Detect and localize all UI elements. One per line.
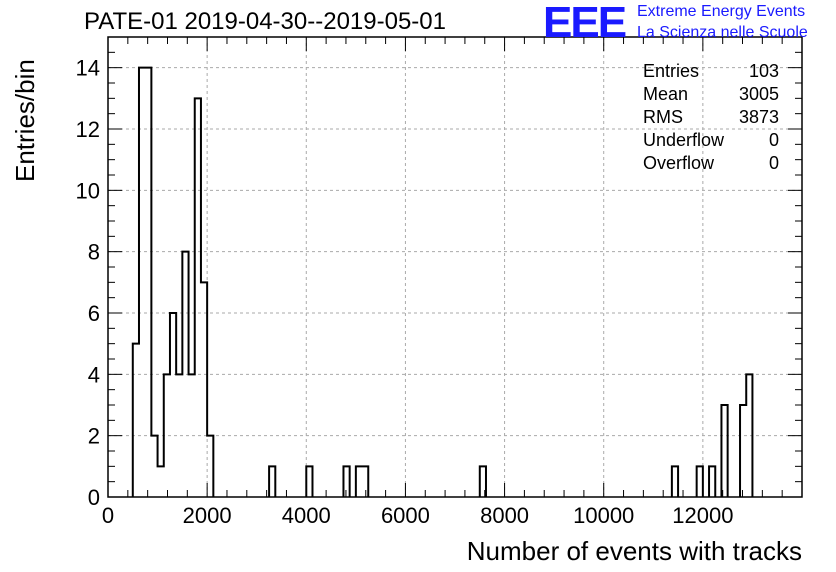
histogram-bin bbox=[201, 282, 207, 497]
x-tick-label: 0 bbox=[102, 503, 114, 528]
y-tick-label: 10 bbox=[76, 178, 100, 203]
histogram-bin bbox=[182, 252, 188, 497]
x-axis-label: Number of events with tracks bbox=[466, 536, 802, 566]
histogram-bin bbox=[170, 313, 176, 497]
x-tick-label: 2000 bbox=[183, 503, 232, 528]
logo-line-1: Extreme Energy Events bbox=[637, 3, 806, 20]
histogram-bin bbox=[151, 436, 157, 497]
histogram-bin bbox=[343, 466, 349, 497]
x-tick-label: 4000 bbox=[282, 503, 331, 528]
histogram-bin bbox=[195, 98, 201, 497]
y-tick-label: 6 bbox=[88, 301, 100, 326]
histogram-bin bbox=[133, 344, 139, 497]
stat-row-underflow: Underflow 0 bbox=[643, 129, 779, 152]
logo-line-2: La Scienza nelle Scuole bbox=[637, 24, 808, 41]
histogram-bin bbox=[164, 374, 170, 497]
stat-row-entries: Entries 103 bbox=[643, 60, 779, 83]
x-tick-label: 8000 bbox=[480, 503, 529, 528]
stat-value: 0 bbox=[768, 153, 779, 173]
stats-box: Entries 103 Mean 3005 RMS 3873 Underflow… bbox=[643, 60, 779, 175]
histogram-bin bbox=[721, 405, 727, 497]
histogram-bin bbox=[139, 68, 145, 497]
stat-value: 103 bbox=[748, 61, 779, 81]
stat-value: 3005 bbox=[738, 84, 779, 104]
histogram-bin bbox=[158, 466, 164, 497]
eee-logo: EEE bbox=[543, 0, 627, 47]
histogram-bin bbox=[709, 466, 715, 497]
chart-title: PATE-01 2019-04-30--2019-05-01 bbox=[84, 8, 446, 35]
stat-label: Overflow bbox=[643, 153, 715, 173]
histogram-bin bbox=[306, 466, 312, 497]
y-tick-label: 8 bbox=[88, 240, 100, 265]
histogram-bin bbox=[740, 405, 746, 497]
histogram-outline bbox=[131, 66, 754, 497]
stat-value: 3873 bbox=[738, 107, 779, 127]
y-tick-label: 2 bbox=[88, 424, 100, 449]
y-axis-label: Entries/bin bbox=[10, 59, 40, 182]
histogram-bin bbox=[269, 466, 275, 497]
x-tick-label: 6000 bbox=[381, 503, 430, 528]
histogram-bin bbox=[746, 374, 752, 497]
stat-label: Underflow bbox=[643, 130, 725, 150]
histogram-bin bbox=[189, 374, 195, 497]
y-tick-label: 0 bbox=[88, 485, 100, 510]
histogram-bin bbox=[356, 466, 362, 497]
x-tick-label: 12000 bbox=[672, 503, 733, 528]
stat-label: RMS bbox=[643, 107, 683, 127]
y-tick-label: 14 bbox=[76, 56, 100, 81]
histogram-bin bbox=[697, 466, 703, 497]
stat-value: 0 bbox=[768, 130, 779, 150]
histogram-bin bbox=[145, 68, 151, 497]
histogram-bin bbox=[207, 436, 213, 497]
histogram-bin bbox=[672, 466, 678, 497]
stat-row-mean: Mean 3005 bbox=[643, 83, 779, 106]
y-tick-label: 12 bbox=[76, 117, 100, 142]
histogram-bin bbox=[362, 466, 368, 497]
stat-label: Mean bbox=[643, 84, 689, 104]
x-tick-label: 10000 bbox=[573, 503, 634, 528]
histogram-bin bbox=[176, 374, 182, 497]
stat-row-overflow: Overflow 0 bbox=[643, 152, 779, 175]
y-tick-label: 4 bbox=[88, 362, 100, 387]
stat-row-rms: RMS 3873 bbox=[643, 106, 779, 129]
stat-label: Entries bbox=[643, 61, 700, 81]
